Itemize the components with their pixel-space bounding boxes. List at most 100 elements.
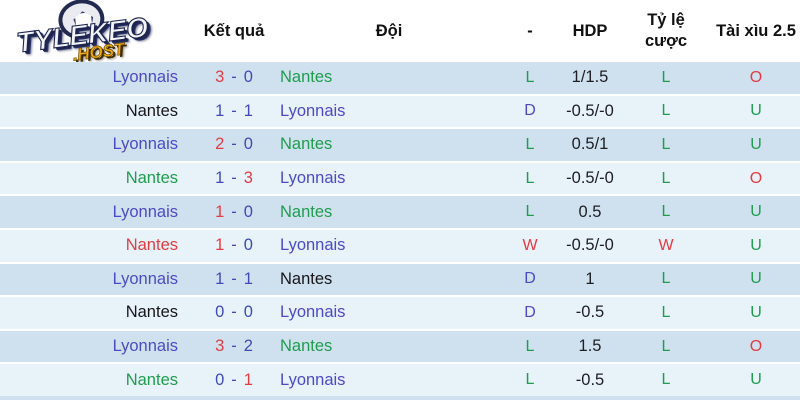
score-separator: - [231, 68, 237, 87]
odds-cell: L [661, 102, 671, 120]
score-cell: 1 - 3 [190, 169, 278, 188]
hdp-cell: 0.5/1 [571, 135, 609, 154]
away-score: 1 [243, 370, 253, 389]
odds-cell: L [661, 169, 671, 187]
match-row: Nantes 1 - 3 Lyonnais L -0.5/-0 L O [0, 162, 800, 197]
odds-cell: L [661, 303, 671, 321]
odds-cell: L [661, 135, 671, 153]
site-logo[interactable]: TYLEKEO .HOST [13, 0, 174, 71]
home-score: 1 [215, 169, 225, 188]
score-separator: - [231, 169, 237, 188]
away-team-cell: Nantes [280, 269, 333, 288]
score-cell: 3 - 2 [190, 337, 278, 356]
score-separator: - [231, 269, 237, 288]
match-row: Nantes 0 - 1 Lyonnais L -0.5 L U [0, 364, 800, 396]
home-score: 3 [215, 337, 225, 356]
home-score: 1 [215, 269, 225, 288]
score-cell: 3 - 0 [190, 68, 278, 87]
home-team-cell: Nantes [125, 169, 178, 188]
match-row: Nantes 0 - 0 Lyonnais D -0.5 L U [0, 297, 800, 331]
result-cell: L [525, 371, 535, 389]
score-cell: 0 - 1 [190, 371, 278, 390]
away-team-cell: Lyonnais [280, 303, 346, 322]
score-separator: - [231, 303, 237, 322]
column-header-over-under: Tài xìu 2.5 [716, 21, 796, 40]
over-under-cell: U [750, 303, 762, 321]
away-team-cell: Lyonnais [280, 169, 346, 188]
away-team-cell: Nantes [280, 202, 333, 221]
hdp-cell: -0.5/-0 [566, 101, 614, 120]
home-team-cell: Nantes [125, 236, 178, 255]
score-cell: 0 - 0 [190, 303, 278, 322]
score-cell: 2 - 0 [190, 135, 278, 154]
home-score: 1 [215, 202, 225, 221]
over-under-cell: U [750, 102, 762, 120]
hdp-cell: 1 [585, 269, 595, 288]
home-team-cell: Lyonnais [112, 269, 178, 288]
away-team-cell: Lyonnais [280, 236, 346, 255]
odds-cell: L [661, 270, 671, 288]
hdp-cell: 1/1.5 [571, 68, 609, 87]
result-cell: L [525, 337, 535, 355]
over-under-cell: U [750, 270, 762, 288]
score-cell: 1 - 0 [190, 236, 278, 255]
home-score: 3 [215, 68, 225, 87]
result-cell: D [524, 303, 536, 321]
away-team-cell: Lyonnais [280, 370, 346, 389]
over-under-cell: U [750, 135, 762, 153]
odds-cell: W [658, 236, 674, 254]
column-header-dash: - [527, 21, 533, 40]
over-under-cell: O [749, 337, 763, 355]
hdp-cell: 1.5 [578, 337, 602, 356]
result-cell: L [525, 68, 535, 86]
over-under-cell: O [749, 68, 763, 86]
odds-cell: L [661, 337, 671, 355]
home-team-cell: Nantes [125, 303, 178, 322]
column-header-odds: Tỷ lệ cược [644, 11, 688, 50]
away-team-cell: Lyonnais [280, 101, 346, 120]
score-cell: 1 - 0 [190, 203, 278, 222]
odds-cell: L [661, 371, 671, 389]
away-score: 1 [243, 101, 253, 120]
home-team-cell: Nantes [125, 370, 178, 389]
hdp-cell: -0.5 [575, 303, 605, 322]
result-cell: W [522, 236, 538, 254]
home-team-cell: Nantes [125, 101, 178, 120]
result-cell: L [525, 169, 535, 187]
hdp-cell: -0.5/-0 [566, 169, 614, 188]
home-team-cell: Lyonnais [112, 135, 178, 154]
result-cell: L [525, 135, 535, 153]
result-cell: D [524, 102, 536, 120]
result-cell: L [525, 203, 535, 221]
next-row-edge [0, 396, 800, 400]
away-score: 1 [243, 269, 253, 288]
over-under-cell: U [750, 371, 762, 389]
result-cell: D [524, 270, 536, 288]
score-separator: - [231, 236, 237, 255]
column-header-team: Đội [375, 21, 403, 40]
home-score: 2 [215, 135, 225, 154]
odds-cell: L [661, 203, 671, 221]
over-under-cell: U [750, 203, 762, 221]
over-under-cell: O [749, 169, 763, 187]
score-separator: - [231, 370, 237, 389]
home-score: 0 [215, 370, 225, 389]
match-row: Nantes 1 - 1 Lyonnais D -0.5/-0 L U [0, 95, 800, 130]
table-body: Lyonnais 3 - 0 Nantes L 1/1.5 L O Nantes… [0, 62, 800, 396]
column-header-hdp: HDP [572, 21, 608, 40]
away-score: 2 [243, 337, 253, 356]
away-score: 0 [243, 202, 253, 221]
away-score: 0 [243, 68, 253, 87]
home-score: 0 [215, 303, 225, 322]
away-team-cell: Nantes [280, 337, 333, 356]
home-team-cell: Lyonnais [112, 337, 178, 356]
away-team-cell: Nantes [280, 135, 333, 154]
match-row: Lyonnais 2 - 0 Nantes L 0.5/1 L U [0, 129, 800, 163]
match-row: Nantes 1 - 0 Lyonnais W -0.5/-0 W U [0, 229, 800, 264]
odds-cell: L [661, 68, 671, 86]
score-cell: 1 - 1 [190, 102, 278, 121]
home-team-cell: Lyonnais [112, 68, 178, 87]
away-score: 0 [243, 135, 253, 154]
home-score: 1 [215, 236, 225, 255]
